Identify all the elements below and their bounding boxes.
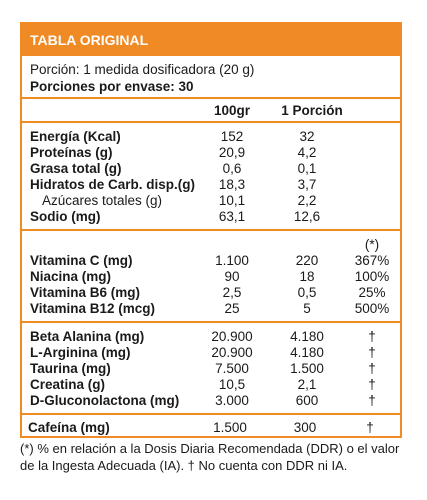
row-value-100g: 1.500 [213,420,247,435]
divider [22,229,400,231]
row-value-100g: 2,5 [222,285,242,300]
nutrition-table: TABLA ORIGINAL Porción: 1 medida dosific… [20,22,402,438]
row-name: Sodio (mg) [30,209,101,224]
table-title: TABLA ORIGINAL [22,24,400,56]
row-name: D-Gluconolactona (mg) [30,393,180,408]
row-value-100g: 63,1 [218,209,246,224]
divider [22,121,400,123]
row-value-portion: 300 [293,420,317,435]
row-value-portion: 2,1 [297,377,317,392]
row-value-100g: 152 [220,129,244,144]
row-value-100g: 20.900 [211,345,253,360]
row-name: Cafeína (mg) [28,420,110,435]
row-name: Taurina (mg) [30,361,111,376]
row-value-100g: 18,3 [218,177,246,192]
divider [22,413,400,415]
row-value-ddr: 25% [358,285,386,300]
row-name: Proteínas (g) [30,145,113,160]
row-value-100g: 20,9 [218,145,246,160]
row-value-portion: 600 [295,393,319,408]
portion-text: Porción: 1 medida dosificadora (20 g) [30,62,255,77]
dagger-mark: † [366,420,374,435]
row-name: Energía (Kcal) [30,129,121,144]
row-value-100g: 7.500 [215,361,249,376]
dagger-mark: † [368,329,376,344]
row-name: L-Arginina (mg) [30,345,131,360]
row-value-ddr: 100% [354,269,390,284]
col-header-100g: 100gr [213,103,251,118]
row-value-portion: 220 [295,253,319,268]
row-value-portion: 4.180 [290,345,324,360]
row-name: Azúcares totales (g) [42,193,163,208]
ddr-header: (*) [364,237,380,252]
row-name: Beta Alanina (mg) [30,329,145,344]
row-name: Vitamina B6 (mg) [30,285,141,300]
col-header-portion: 1 Porción [281,103,343,118]
row-name: Hidratos de Carb. disp.(g) [30,177,196,192]
row-value-portion: 12,6 [293,209,321,224]
row-name: Creatina (g) [30,377,106,392]
row-value-100g: 20.900 [211,329,253,344]
row-value-portion: 4,2 [297,145,317,160]
row-value-100g: 1.100 [215,253,249,268]
row-name: Vitamina C (mg) [30,253,133,268]
row-value-portion: 0,1 [297,161,317,176]
divider [22,97,400,99]
divider [22,321,400,323]
row-value-100g: 3.000 [215,393,249,408]
row-value-portion: 18 [299,269,315,284]
row-name: Niacina (mg) [30,269,112,284]
dagger-mark: † [368,345,376,360]
row-value-100g: 25 [224,301,240,316]
row-value-portion: 32 [299,129,315,144]
footnote: (*) % en relación a la Dosis Diaria Reco… [20,441,400,473]
row-value-portion: 3,7 [297,177,317,192]
row-value-portion: 4.180 [290,329,324,344]
row-value-portion: 1.500 [290,361,324,376]
dagger-mark: † [368,377,376,392]
row-value-100g: 90 [224,269,240,284]
row-name: Grasa total (g) [30,161,122,176]
row-value-portion: 2,2 [297,193,317,208]
row-value-portion: 5 [303,301,311,316]
row-name: Vitamina B12 (mcg) [30,301,156,316]
dagger-mark: † [368,393,376,408]
row-value-100g: 0,6 [222,161,242,176]
row-value-100g: 10,1 [218,193,246,208]
row-value-100g: 10,5 [218,377,246,392]
row-value-ddr: 367% [354,253,390,268]
row-value-portion: 0,5 [297,285,317,300]
row-value-ddr: 500% [354,301,390,316]
dagger-mark: † [368,361,376,376]
servings-text: Porciones por envase: 30 [30,79,194,94]
